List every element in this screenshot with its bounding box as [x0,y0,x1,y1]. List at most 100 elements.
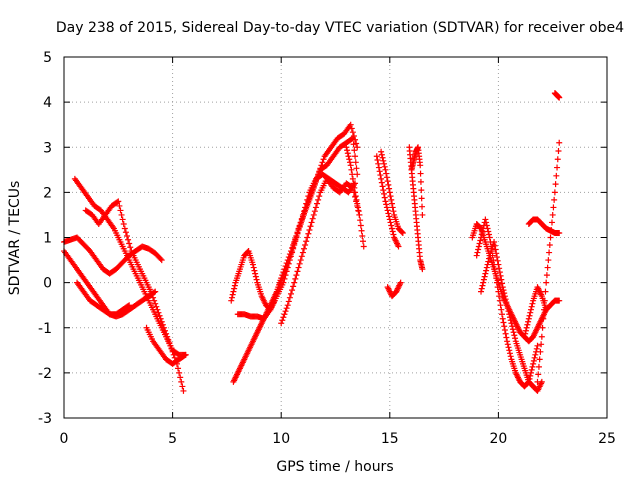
data-point [522,330,529,337]
data-point [418,187,425,194]
data-point [417,170,424,177]
x-axis-label: GPS time / hours [276,459,393,475]
data-point [478,285,485,292]
data-point [496,265,503,272]
data-point [285,260,292,267]
data-point [373,153,380,160]
data-point [349,175,356,182]
data-point [386,216,393,223]
data-point [380,157,387,164]
data-point [522,327,529,334]
data-point [501,323,508,330]
data-point [506,350,513,357]
data-point [529,363,536,370]
data-point [344,147,351,154]
data-point [163,330,170,337]
data-point [556,297,563,304]
data-point [306,226,313,233]
data-point [148,291,155,298]
data-point [508,320,515,327]
data-point [533,345,540,352]
data-point [291,279,298,286]
data-point [378,148,385,155]
data-point [287,253,294,260]
data-point [547,234,554,241]
data-point [525,315,532,322]
data-point [126,302,133,309]
data-point [542,288,549,295]
data-point [123,232,130,239]
data-point [116,202,123,209]
data-point [495,288,502,295]
data-point [122,229,129,236]
data-point [164,333,171,340]
data-point [389,204,396,211]
data-point [385,181,392,188]
y-tick-label: 5 [43,50,52,66]
data-point [304,234,311,241]
data-point [484,261,491,268]
data-point [115,198,122,205]
data-point [161,327,168,334]
data-point [119,216,126,223]
data-point [301,208,308,215]
data-point [354,144,361,151]
data-point [314,200,321,207]
data-point [383,204,390,211]
data-point [358,227,365,234]
data-point [311,208,318,215]
data-point [504,302,511,309]
data-point [493,279,500,286]
data-point [292,238,299,245]
data-point [376,168,383,175]
data-point [281,275,288,282]
data-point [492,270,499,277]
data-point [150,294,157,301]
data-point [378,151,385,158]
data-point [504,338,511,345]
data-point [320,156,327,163]
data-point [548,219,555,226]
data-point [125,302,132,309]
data-point [298,253,305,260]
y-axis-label: SDTVAR / TECUs [7,181,23,296]
data-point [378,175,385,182]
data-point [485,231,492,238]
data-point [543,279,550,286]
data-point [231,285,238,292]
data-point [292,275,299,282]
data-point [319,159,326,166]
data-point [397,279,404,286]
data-point [385,210,392,217]
data-point [530,357,537,364]
series-track-u [525,216,563,236]
data-point [282,308,289,315]
data-point [493,254,500,261]
data-point [475,246,482,253]
data-point [509,326,516,333]
data-point [546,242,553,249]
data-point [283,305,290,312]
data-point [153,303,160,310]
data-point [343,144,350,151]
data-point [550,204,557,211]
data-point [504,341,511,348]
data-point [351,147,358,154]
data-point [501,293,508,300]
data-point [299,249,306,256]
series-track-v [534,139,563,385]
data-point [527,369,534,376]
data-point [419,211,426,218]
series-track-k [343,144,367,250]
data-point [532,351,539,358]
data-point [387,219,394,226]
data-point [499,280,506,287]
data-point [347,121,354,128]
data-point [308,219,315,226]
data-point [500,319,507,326]
data-point [389,228,396,235]
data-point [535,363,542,370]
data-point [349,135,356,142]
data-point [357,217,364,224]
data-point [383,174,390,181]
